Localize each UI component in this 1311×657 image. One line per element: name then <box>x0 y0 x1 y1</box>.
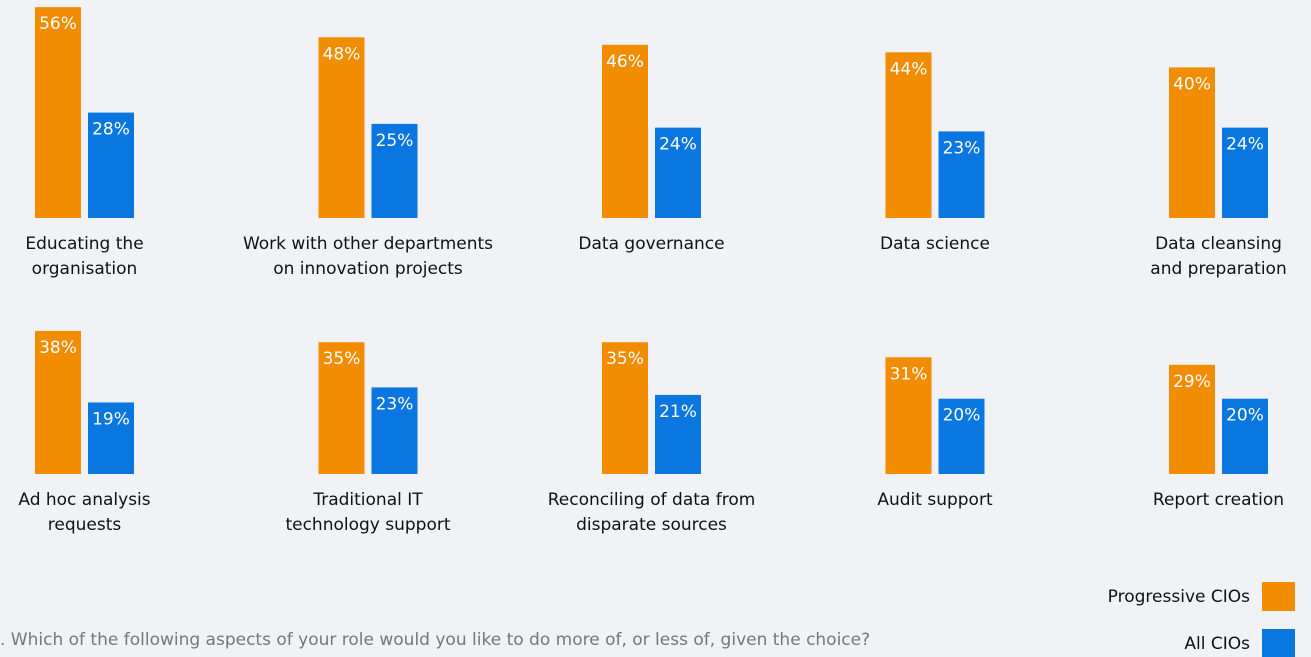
value-label: 23% <box>376 394 414 414</box>
bar <box>1222 127 1268 218</box>
footnote: . Which of the following aspects of your… <box>0 630 871 650</box>
value-label: 48% <box>323 44 361 64</box>
bar <box>371 387 418 474</box>
category-label: Ad hoc analysis requests <box>18 490 151 535</box>
value-label: 29% <box>1173 372 1211 392</box>
bar <box>885 52 932 219</box>
bar <box>318 37 365 218</box>
bar <box>655 394 701 474</box>
value-label: 56% <box>39 14 77 34</box>
value-label: 44% <box>890 59 928 79</box>
category-label: Traditional IT technology support <box>285 490 451 535</box>
bar <box>371 123 418 218</box>
value-label: 23% <box>943 138 981 158</box>
legend-swatch <box>1262 582 1295 611</box>
legend-label: Progressive CIOs <box>1108 587 1250 607</box>
value-label: 21% <box>659 402 697 422</box>
category-label: Data cleansing and preparation <box>1150 234 1287 279</box>
bar <box>885 357 932 474</box>
category-label: Reconciling of data from disparate sourc… <box>547 490 756 535</box>
bar <box>88 112 134 218</box>
value-label: 35% <box>323 349 361 369</box>
value-label: 35% <box>606 349 644 369</box>
value-label: 38% <box>39 338 77 358</box>
value-label: 24% <box>659 135 697 155</box>
value-label: 24% <box>1226 135 1264 155</box>
value-label: 31% <box>890 364 928 384</box>
legend-swatch <box>1262 629 1295 657</box>
bar <box>318 342 365 474</box>
category-label: Educating the organisation <box>25 234 144 279</box>
category-label: Work with other departments on innovatio… <box>242 234 494 279</box>
bar <box>88 402 134 474</box>
legend-label: All CIOs <box>1184 634 1250 654</box>
value-label: 20% <box>1226 406 1264 426</box>
value-label: 46% <box>606 52 644 72</box>
value-label: 28% <box>92 120 130 140</box>
value-label: 20% <box>943 406 981 426</box>
bar <box>35 7 81 218</box>
category-label: Data governance <box>578 234 725 254</box>
bar <box>602 44 648 219</box>
bar <box>1169 364 1215 474</box>
category-label: Audit support <box>877 490 993 510</box>
category-label: Data science <box>880 234 990 254</box>
bar <box>1169 67 1215 219</box>
value-label: 25% <box>376 131 414 151</box>
value-label: 19% <box>92 409 130 429</box>
bar <box>938 131 985 218</box>
category-label: Report creation <box>1152 490 1285 510</box>
bar <box>938 398 985 474</box>
bar <box>1222 398 1268 474</box>
bar <box>35 330 81 474</box>
bar <box>602 342 648 474</box>
bar <box>655 127 701 218</box>
value-label: 40% <box>1173 74 1211 94</box>
